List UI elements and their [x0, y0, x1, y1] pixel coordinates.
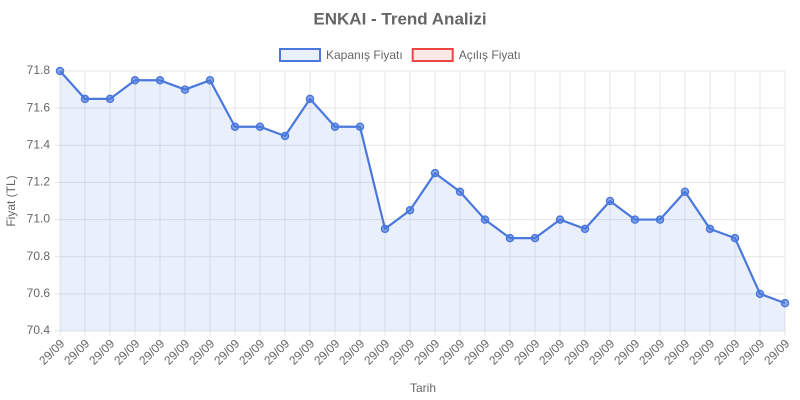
point — [605, 196, 615, 206]
x-tick-label: 29/09 — [661, 336, 692, 367]
point — [330, 122, 340, 131]
point — [730, 233, 740, 243]
x-tick-label: 29/09 — [411, 336, 442, 367]
x-axis-label: Tarih — [410, 381, 436, 395]
point — [55, 66, 65, 76]
line — [59, 70, 786, 305]
x-tick-label: 29/09 — [236, 336, 267, 367]
point — [430, 168, 440, 178]
point — [630, 215, 640, 224]
point — [680, 187, 690, 196]
x-tick-label: 29/09 — [286, 336, 317, 367]
x-tick-label: 29/09 — [436, 336, 467, 367]
x-tick-label: 29/09 — [86, 336, 117, 367]
x-tick-label: 29/09 — [61, 336, 92, 367]
x-tick-label: 29/09 — [461, 336, 492, 367]
y-tick-label: 71.0 — [27, 212, 51, 226]
x-tick-label: 29/09 — [686, 336, 717, 367]
point — [180, 85, 190, 94]
x-tick-label: 29/09 — [561, 336, 592, 367]
point — [480, 215, 490, 224]
y-tick-label: 71.8 — [27, 63, 51, 77]
x-tick-label: 29/09 — [186, 336, 217, 367]
point — [380, 224, 390, 234]
point — [230, 122, 240, 131]
point — [155, 76, 165, 85]
x-tick-label: 29/09 — [761, 336, 792, 367]
point — [455, 187, 465, 196]
x-tick-label: 29/09 — [486, 336, 517, 367]
legend-swatch — [279, 48, 321, 62]
y-tick-label: 70.4 — [27, 323, 51, 337]
point — [355, 122, 365, 131]
x-tick-label: 29/09 — [386, 336, 417, 367]
y-tick-label: 71.6 — [27, 100, 51, 114]
point — [780, 298, 790, 308]
x-tick-label: 29/09 — [536, 336, 567, 367]
x-tick-label: 29/09 — [336, 336, 367, 367]
x-tick-label: 29/09 — [611, 336, 642, 367]
y-tick-label: 71.4 — [27, 137, 51, 151]
point — [130, 76, 140, 85]
point — [655, 215, 665, 224]
x-tick-label: 29/09 — [211, 336, 242, 367]
legend-swatch — [411, 48, 454, 62]
point — [305, 94, 315, 104]
legend-label: Kapanış Fiyatı — [326, 48, 403, 62]
point — [530, 233, 540, 243]
point — [105, 94, 115, 104]
x-tick-label: 29/09 — [111, 336, 142, 367]
x-tick-label: 29/09 — [736, 336, 767, 367]
x-tick-label: 29/09 — [36, 336, 67, 367]
point — [205, 76, 215, 85]
x-tick-label: 29/09 — [586, 336, 617, 367]
point — [255, 122, 265, 131]
point — [580, 224, 590, 234]
point — [505, 233, 515, 243]
area — [60, 71, 785, 331]
point — [80, 94, 90, 104]
y-tick-label: 70.6 — [27, 286, 51, 300]
x-tick-label: 29/09 — [511, 336, 542, 367]
x-tick-label: 29/09 — [161, 336, 192, 367]
chart-title: ENKAI - Trend Analizi — [313, 9, 486, 28]
point — [555, 215, 565, 224]
legend-label: Açılış Fiyatı — [459, 48, 521, 62]
point — [705, 224, 715, 234]
x-tick-label: 29/09 — [711, 336, 742, 367]
y-tick-label: 70.8 — [27, 249, 51, 263]
y-tick-label: 71.2 — [27, 175, 51, 189]
x-tick-label: 29/09 — [636, 336, 667, 367]
x-tick-label: 29/09 — [311, 336, 342, 367]
y-axis-label: Fiyat (TL) — [4, 175, 18, 226]
x-tick-label: 29/09 — [136, 336, 167, 367]
x-tick-label: 29/09 — [261, 336, 292, 367]
point — [280, 131, 290, 141]
point — [755, 289, 765, 299]
point — [405, 206, 415, 215]
x-tick-label: 29/09 — [361, 336, 392, 367]
